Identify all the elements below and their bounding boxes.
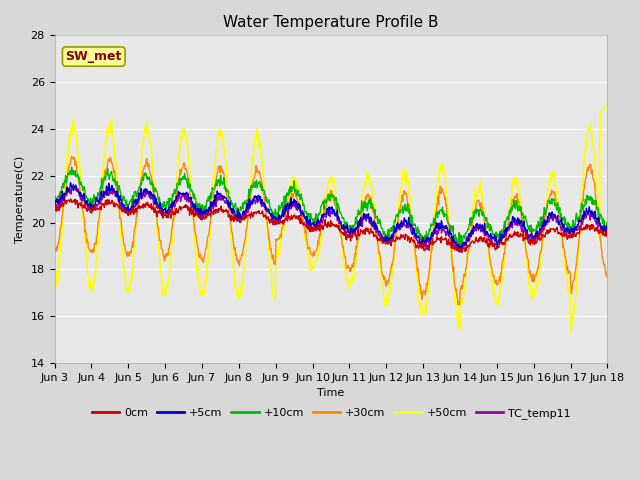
0cm: [275, 220, 282, 226]
0cm: [431, 239, 438, 244]
+10cm: [108, 168, 115, 174]
+30cm: [604, 270, 611, 276]
+50cm: [275, 248, 282, 254]
+10cm: [51, 198, 58, 204]
+30cm: [275, 237, 282, 242]
+5cm: [431, 226, 438, 231]
TC_temp11: [455, 249, 463, 255]
TC_temp11: [275, 216, 282, 222]
+50cm: [107, 122, 115, 128]
+50cm: [430, 216, 438, 222]
+10cm: [295, 192, 303, 198]
Title: Water Temperature Profile B: Water Temperature Profile B: [223, 15, 439, 30]
Y-axis label: Temperature(C): Temperature(C): [15, 156, 25, 243]
0cm: [295, 216, 303, 222]
+5cm: [295, 201, 303, 206]
+10cm: [493, 234, 500, 240]
+50cm: [492, 300, 499, 306]
+10cm: [604, 226, 611, 232]
+50cm: [482, 222, 490, 228]
TC_temp11: [70, 181, 77, 187]
Line: +30cm: +30cm: [54, 156, 607, 304]
Line: +10cm: +10cm: [54, 167, 607, 247]
0cm: [493, 244, 500, 250]
+10cm: [456, 244, 464, 250]
+50cm: [604, 100, 611, 106]
+5cm: [604, 228, 611, 233]
+30cm: [454, 301, 462, 307]
Text: SW_met: SW_met: [65, 50, 122, 63]
+30cm: [431, 223, 438, 228]
+10cm: [431, 216, 438, 222]
Line: +50cm: +50cm: [54, 103, 607, 333]
TC_temp11: [108, 185, 115, 191]
+5cm: [67, 180, 74, 186]
TC_temp11: [604, 228, 611, 234]
+50cm: [567, 330, 575, 336]
0cm: [604, 234, 611, 240]
+5cm: [108, 183, 115, 189]
TC_temp11: [431, 226, 438, 232]
TC_temp11: [483, 232, 491, 238]
TC_temp11: [493, 240, 500, 246]
+50cm: [294, 183, 302, 189]
X-axis label: Time: Time: [317, 388, 344, 398]
0cm: [483, 236, 491, 242]
+30cm: [483, 240, 491, 245]
+5cm: [457, 249, 465, 255]
+30cm: [493, 282, 500, 288]
+10cm: [483, 215, 491, 221]
0cm: [108, 199, 115, 205]
+5cm: [493, 238, 500, 244]
+30cm: [295, 199, 303, 205]
Legend: 0cm, +5cm, +10cm, +30cm, +50cm, TC_temp11: 0cm, +5cm, +10cm, +30cm, +50cm, TC_temp1…: [87, 403, 575, 423]
+5cm: [275, 212, 282, 218]
+30cm: [51, 250, 58, 255]
TC_temp11: [295, 204, 303, 210]
Line: +5cm: +5cm: [54, 183, 607, 252]
+10cm: [275, 203, 282, 208]
+30cm: [68, 154, 76, 159]
0cm: [458, 249, 466, 255]
+5cm: [483, 229, 491, 235]
+5cm: [51, 202, 58, 208]
0cm: [51, 209, 58, 215]
Line: TC_temp11: TC_temp11: [54, 184, 607, 252]
0cm: [67, 196, 74, 202]
+50cm: [51, 287, 58, 292]
Line: 0cm: 0cm: [54, 199, 607, 252]
+30cm: [108, 159, 115, 165]
TC_temp11: [51, 203, 58, 208]
+10cm: [68, 164, 76, 170]
